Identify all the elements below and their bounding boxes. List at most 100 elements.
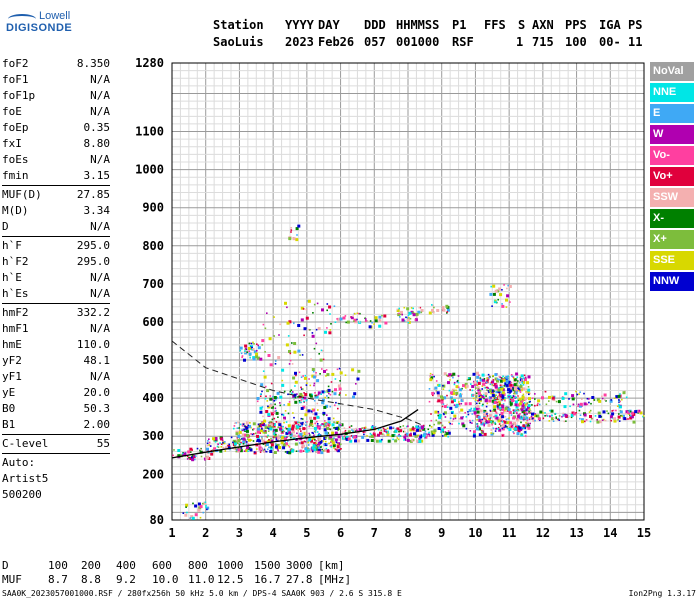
echo-point (508, 389, 512, 393)
echo-point (197, 502, 201, 506)
echo-point (299, 354, 301, 356)
echo-point (516, 389, 518, 391)
echo-point (181, 452, 184, 455)
echo-point (431, 304, 433, 306)
echo-point (240, 352, 243, 355)
legend-entry: E (650, 104, 694, 123)
echo-point (259, 393, 262, 395)
echo-point (526, 402, 529, 404)
echo-point (515, 372, 519, 376)
echo-point (411, 427, 415, 431)
echo-point (485, 420, 488, 423)
param-name: yF2 (2, 354, 22, 367)
echo-point (330, 446, 333, 448)
y-tick-label: 300 (142, 429, 164, 443)
echo-point (348, 426, 351, 428)
echo-point (410, 432, 412, 435)
param-row: h`Es N/A (2, 286, 110, 302)
echo-point (445, 435, 447, 437)
echo-point (578, 393, 580, 395)
echo-point (326, 395, 328, 397)
echo-point (475, 392, 478, 395)
param-name: fxI (2, 137, 22, 150)
echo-point (398, 430, 400, 433)
echo-point (274, 431, 277, 434)
echo-point (412, 426, 414, 428)
echo-point (315, 328, 318, 331)
echo-point (296, 439, 299, 441)
echo-point (510, 381, 512, 384)
echo-point (259, 432, 262, 434)
echo-point (421, 426, 424, 430)
echo-point (499, 395, 502, 398)
echo-point (479, 394, 482, 397)
echo-point (266, 312, 268, 314)
echo-point (308, 425, 311, 428)
echo-point (268, 439, 270, 441)
echo-point (296, 234, 298, 236)
legend-entry: NoVal (650, 62, 694, 81)
echo-point (618, 399, 620, 401)
param-name: fmin (2, 169, 29, 182)
echo-point (551, 414, 553, 417)
echo-point (500, 377, 503, 379)
echo-point (580, 418, 584, 422)
echo-point (247, 347, 251, 350)
echo-point (247, 443, 250, 446)
echo-point (610, 415, 613, 419)
echo-point (377, 428, 380, 431)
echo-point (516, 376, 519, 379)
echo-point (596, 398, 600, 402)
header-value: 057 (364, 35, 386, 49)
echo-point (317, 391, 321, 395)
echo-point (328, 425, 330, 427)
echo-point (489, 417, 491, 420)
echo-point (206, 506, 210, 510)
echo-point (514, 392, 516, 395)
echo-point (469, 389, 471, 391)
header-label: S (518, 18, 526, 32)
echo-point (238, 427, 240, 429)
echo-point (622, 418, 624, 420)
echo-point (451, 420, 454, 422)
echo-point (352, 430, 354, 432)
echo-point (516, 432, 520, 436)
echo-point (259, 423, 262, 425)
echo-point (334, 404, 336, 407)
param-value: 27.85 (76, 188, 110, 201)
echo-point (419, 435, 423, 439)
x-tick-label: 4 (270, 526, 277, 540)
echo-point (584, 420, 586, 423)
echo-point (473, 430, 476, 434)
echo-point (306, 421, 308, 423)
echo-point (325, 423, 327, 425)
echo-point (288, 237, 292, 241)
echo-point (457, 375, 460, 377)
echo-point (495, 390, 499, 394)
echo-point (283, 404, 285, 406)
echo-point (317, 393, 320, 396)
echo-point (577, 403, 580, 406)
echo-point (288, 427, 291, 431)
echo-point (265, 410, 269, 413)
echo-point (208, 441, 211, 444)
echo-point (197, 508, 201, 512)
echo-point (575, 390, 577, 393)
echo-point (193, 456, 195, 458)
echo-point (483, 411, 485, 414)
echo-point (448, 376, 451, 378)
echo-point (307, 440, 310, 443)
echo-point (379, 431, 382, 435)
echo-point (618, 400, 620, 403)
echo-point (480, 422, 484, 426)
echo-point (261, 436, 263, 438)
echo-point (312, 432, 314, 434)
echo-point (412, 313, 416, 317)
echo-point (480, 393, 482, 396)
echo-point (519, 413, 521, 415)
echo-point (448, 389, 451, 392)
echo-point (294, 396, 297, 399)
echo-point (443, 396, 447, 400)
echo-point (385, 431, 388, 433)
echo-point (478, 396, 482, 399)
